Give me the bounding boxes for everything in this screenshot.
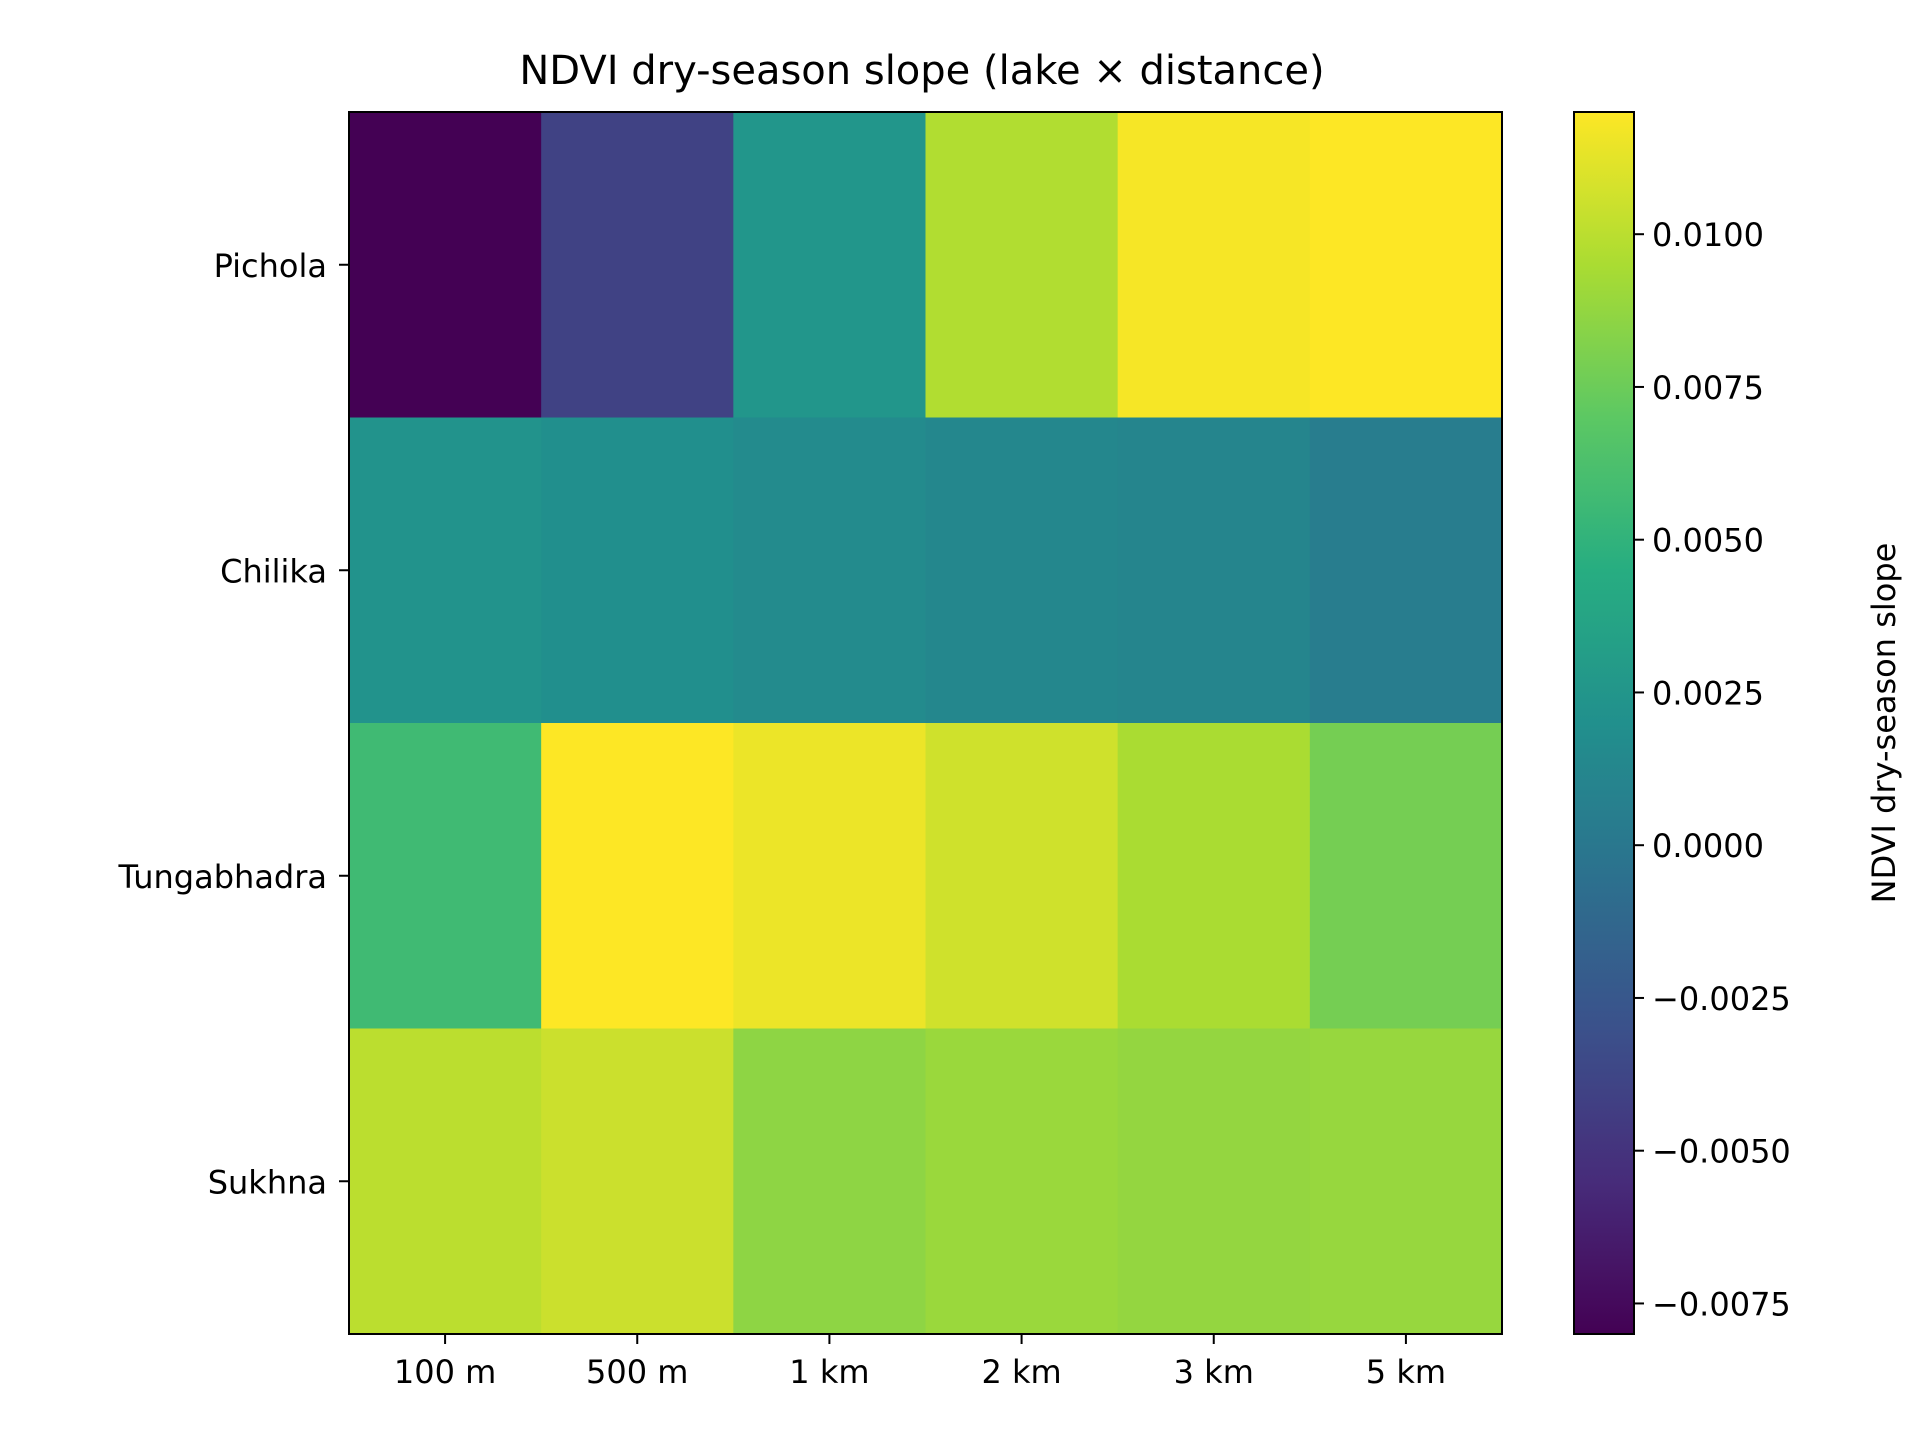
chart-title: NDVI dry-season slope (lake × distance) — [519, 48, 1324, 94]
x-tick-label: 1 km — [789, 1353, 869, 1391]
colorbar-tick-label: −0.0050 — [1652, 1133, 1791, 1171]
heatmap-cell — [349, 417, 542, 724]
heatmap-cell — [925, 1028, 1119, 1335]
colorbar-tick-label: −0.0025 — [1652, 980, 1791, 1018]
heatmap-cell — [733, 723, 926, 1029]
heatmap-cell — [349, 723, 542, 1029]
x-tick-label: 100 m — [394, 1353, 496, 1391]
colorbar-tick-label: 0.0100 — [1652, 216, 1764, 254]
y-tick-label: Tungabhadra — [118, 858, 327, 896]
colorbar — [1573, 111, 1635, 1335]
y-tick-label: Chilika — [220, 552, 327, 590]
plot-frame — [348, 111, 1503, 1335]
x-axis: 100 m 500 m 1 km 2 km 3 km 5 km — [394, 1334, 1446, 1391]
colorbar-tick-label: 0.0000 — [1652, 827, 1764, 865]
y-tick-label: Pichola — [214, 247, 327, 285]
heatmap-cell — [925, 112, 1119, 418]
x-tick-label: 5 km — [1366, 1353, 1446, 1391]
heatmap-cell — [1117, 723, 1311, 1029]
heatmap-cell — [1309, 1028, 1503, 1335]
heatmap-cell — [1117, 112, 1311, 418]
heatmap-cell — [1309, 417, 1503, 724]
colorbar-tick-label: 0.0075 — [1652, 369, 1764, 407]
heatmap-cells — [349, 112, 1503, 1335]
heatmap-cell — [733, 417, 926, 724]
heatmap-cell — [925, 417, 1119, 724]
heatmap-cell — [1309, 723, 1503, 1029]
heatmap-cell — [1117, 1028, 1311, 1335]
colorbar-ticks: −0.0075 −0.0050 −0.0025 0.0000 0.0025 0.0050 0… — [1634, 216, 1791, 1323]
heatmap-cell — [1117, 417, 1311, 724]
heatmap-cell — [733, 1028, 926, 1335]
colorbar-label: NDVI dry-season slope — [1865, 543, 1903, 904]
x-tick-label: 3 km — [1174, 1353, 1254, 1391]
heatmap-cell — [349, 112, 542, 418]
heatmap-cell — [541, 417, 734, 724]
colorbar-tick-label: 0.0050 — [1652, 522, 1764, 560]
heatmap-cell — [541, 112, 734, 418]
colorbar-tick-label: −0.0075 — [1652, 1285, 1791, 1323]
heatmap-cell — [1309, 112, 1503, 418]
colorbar-tick-label: 0.0025 — [1652, 674, 1764, 712]
x-tick-label: 500 m — [586, 1353, 688, 1391]
heatmap-cell — [349, 1028, 542, 1335]
x-tick-label: 2 km — [981, 1353, 1061, 1391]
y-tick-label: Sukhna — [208, 1163, 327, 1201]
y-axis: Pichola Chilika Tungabhadra Sukhna — [118, 247, 349, 1201]
heatmap-cell — [925, 723, 1119, 1029]
heatmap-cell — [541, 1028, 734, 1335]
heatmap-cell — [733, 112, 926, 418]
heatmap-cell — [541, 723, 734, 1029]
